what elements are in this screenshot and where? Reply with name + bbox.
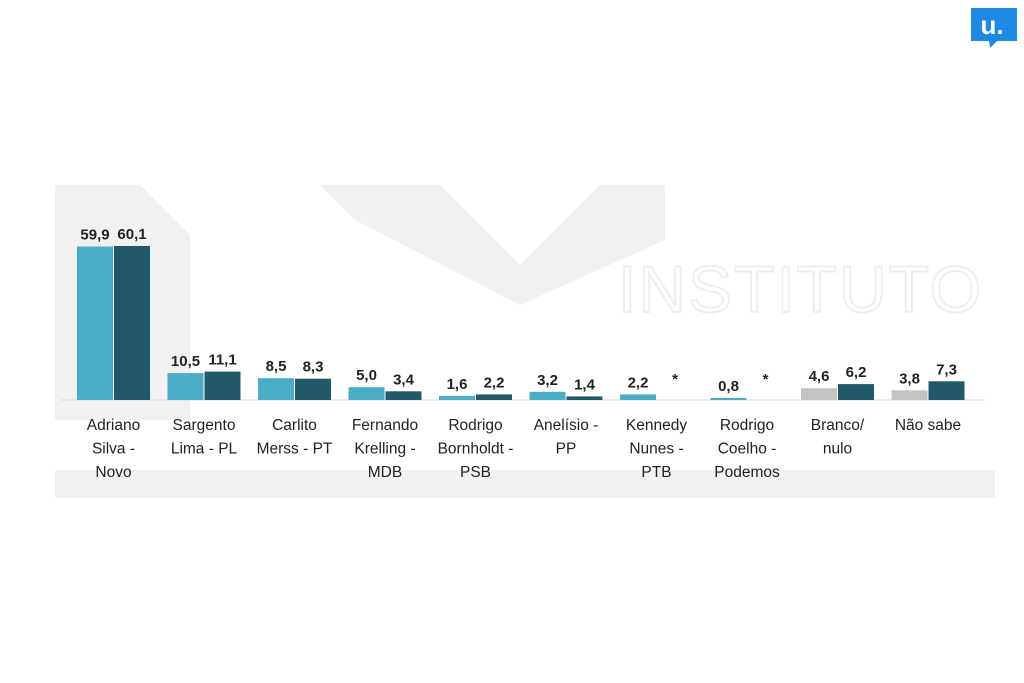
category-label-5-line1: Rodrigo: [448, 417, 502, 434]
category-label-10-line1: Não sabe: [895, 417, 961, 434]
category-label-8-line3: Podemos: [714, 464, 780, 481]
bar-series1-cat9: [801, 388, 837, 400]
data-label-series2-cat6: 1,4: [574, 376, 596, 393]
watermark-shape-chevron: [320, 185, 665, 305]
data-label-series2-cat1: 60,1: [117, 226, 146, 243]
category-label-7-line3: PTB: [641, 464, 671, 481]
bar-series2-cat1: [114, 246, 150, 400]
bar-series2-cat10: [928, 381, 965, 400]
bar-series1-cat10: [891, 390, 928, 400]
category-label-6-line1: Anelísio -: [534, 417, 599, 434]
category-label-2-line2: Lima - PL: [171, 441, 238, 458]
category-label-4-line3: MDB: [368, 464, 402, 481]
data-label-series2-cat10: 7,3: [936, 361, 957, 378]
category-label-6-line2: PP: [556, 441, 577, 458]
category-label-8-line2: Coelho -: [718, 441, 777, 458]
category-label-1-line2: Silva -: [92, 441, 135, 458]
bar-series2-cat5: [476, 394, 512, 400]
data-label-series2-cat2: 11,1: [208, 352, 236, 369]
bar-series2-cat4: [385, 391, 422, 400]
category-label-7-line2: Nunes -: [629, 441, 683, 458]
category-label-1-line3: Novo: [95, 464, 131, 481]
bar-series1-cat6: [529, 391, 566, 400]
category-label-5-line2: Bornholdt -: [438, 441, 514, 458]
data-label-series1-cat7: 2,2: [628, 374, 649, 391]
bar-series1-cat2: [167, 373, 204, 400]
data-label-series1-cat5: 1,6: [447, 376, 468, 393]
data-label-series1-cat3: 8,5: [266, 358, 287, 375]
category-label-3-line1: Carlito: [272, 417, 317, 434]
data-label-series2-cat4: 3,4: [393, 371, 415, 388]
bar-series1-cat1: [77, 246, 113, 400]
category-label-7-line1: Kennedy: [626, 417, 687, 434]
bar-series1-cat8: [710, 398, 747, 400]
data-label-series1-cat6: 3,2: [537, 372, 558, 389]
category-label-3-line2: Merss - PT: [257, 441, 333, 458]
bar-series1-cat4: [348, 387, 385, 400]
logo-letter: u.: [980, 10, 1003, 40]
data-label-series1-cat8: 0,8: [718, 378, 739, 395]
category-label-5-line3: PSB: [460, 464, 491, 481]
category-label-4-line2: Krelling -: [354, 441, 415, 458]
category-label-9-line1: Branco/: [811, 417, 865, 434]
watermark-bottom-band: [55, 470, 995, 498]
category-label-8-line1: Rodrigo: [720, 417, 774, 434]
data-label-series2-cat8: *: [763, 371, 769, 388]
bar-series2-cat2: [204, 371, 241, 400]
category-label-1-line1: Adriano: [87, 417, 140, 434]
bar-series2-cat6: [566, 396, 603, 400]
data-label-series1-cat10: 3,8: [899, 370, 920, 387]
bar-series1-cat3: [258, 378, 294, 400]
data-label-series2-cat3: 8,3: [303, 359, 324, 376]
data-label-series1-cat2: 10,5: [171, 353, 200, 370]
data-label-series2-cat5: 2,2: [484, 374, 505, 391]
data-label-series1-cat9: 4,6: [809, 368, 830, 385]
logo-badge-shape: [971, 8, 1017, 48]
bar-series1-cat5: [439, 395, 475, 400]
logo: u.: [971, 8, 1017, 48]
data-label-series2-cat7: *: [672, 371, 678, 388]
bar-series1-cat7: [620, 394, 656, 400]
category-label-2-line1: Sargento: [173, 417, 236, 434]
watermark-text: INSTITUTO: [618, 252, 983, 326]
category-label-9-line2: nulo: [823, 441, 852, 458]
data-label-series1-cat4: 5,0: [356, 367, 377, 384]
bar-series2-cat9: [838, 384, 874, 400]
data-label-series2-cat9: 6,2: [846, 364, 867, 381]
category-label-4-line1: Fernando: [352, 417, 418, 434]
data-label-series1-cat1: 59,9: [80, 227, 109, 244]
bar-series2-cat3: [295, 378, 331, 400]
